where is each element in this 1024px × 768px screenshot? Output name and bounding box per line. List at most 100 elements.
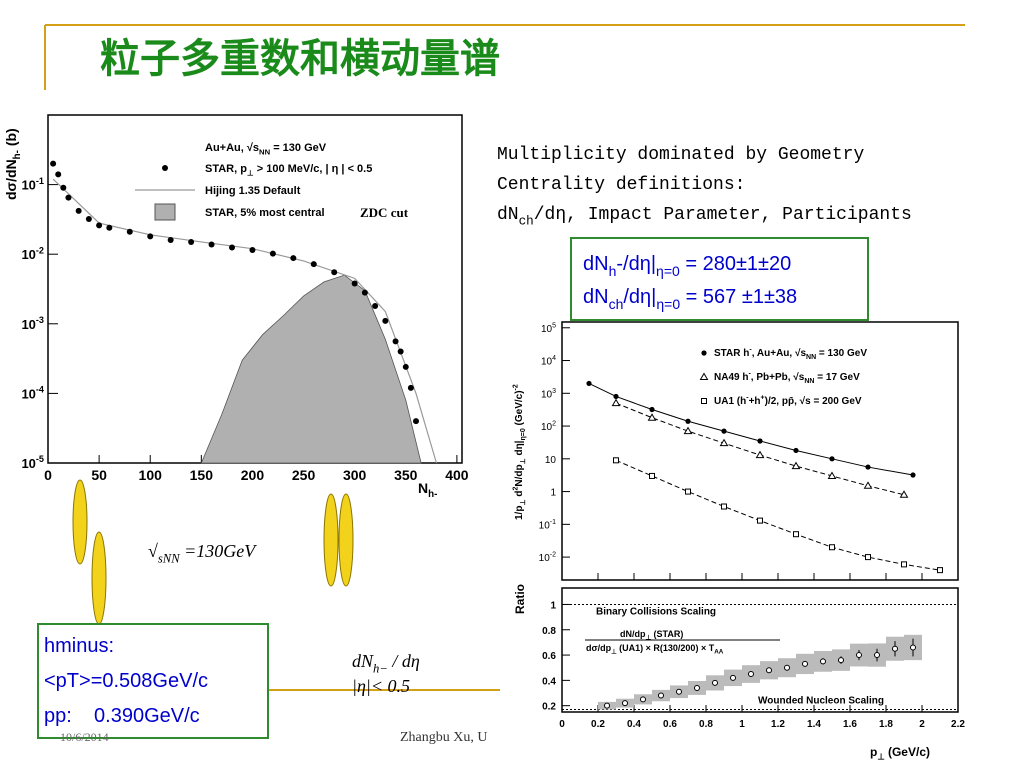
- data-point: [719, 438, 729, 447]
- data-point: [65, 194, 72, 201]
- data-point: [407, 384, 414, 391]
- mean-pt-line: pp: 0.390GeV/c: [44, 705, 200, 727]
- data-point: [791, 461, 801, 470]
- results-box: [570, 237, 869, 321]
- data-point: [865, 464, 871, 470]
- tick-exp: -1: [36, 176, 44, 186]
- tick-label: 0: [559, 719, 565, 730]
- energy-formula: √sNN =130GeV: [148, 541, 257, 565]
- data-point: [755, 450, 765, 459]
- tick-label: 100: [139, 467, 163, 483]
- text-part: d: [514, 491, 525, 500]
- data-point: [649, 472, 655, 479]
- data-point: [397, 348, 404, 355]
- text-part: (UA1) × R(130/200) × T: [617, 643, 715, 653]
- data-point: [899, 490, 909, 498]
- text-part: NA49 h: [714, 372, 748, 383]
- y-axis-label: 1/p⊥ d2N/dp⊥ dη|η=0 (GeV/c)-2: [513, 384, 528, 520]
- text-part: dσ/dN: [3, 159, 19, 200]
- text-part: η=0: [520, 428, 527, 440]
- data-point: [229, 244, 235, 251]
- data-point: [757, 438, 763, 444]
- slide-title: 粒子多重数和横动量谱: [100, 36, 500, 82]
- text-part: -: [748, 371, 751, 378]
- tick-label: 300: [343, 467, 367, 483]
- data-point: [829, 544, 835, 551]
- text-part: / dη: [388, 651, 420, 671]
- tick-label: 1: [739, 719, 745, 730]
- text-part: UA1 (h: [714, 396, 746, 407]
- data-point: [310, 261, 317, 268]
- text-part: 1/p: [514, 506, 525, 520]
- legend-label: Hijing 1.35 Default: [205, 185, 301, 197]
- ratio-numerator: dN/dp⊥ (STAR): [620, 629, 683, 642]
- text-part: = 280±1±20: [680, 253, 791, 275]
- tick-label: 1.4: [807, 719, 821, 730]
- tick-base: 10: [539, 520, 551, 531]
- acceptance-formula: |η|< 0.5: [352, 676, 410, 696]
- data-point: [96, 222, 103, 229]
- tick-label: 250: [292, 467, 316, 483]
- tick-label: 200: [241, 467, 265, 483]
- tick-base: 10: [541, 389, 553, 400]
- tick-label: 104: [541, 355, 556, 368]
- marker-ellipse: [338, 493, 354, 587]
- tick-label: 10-1: [539, 519, 556, 532]
- annotation: ZDC cut: [360, 205, 409, 220]
- text-part: (GeV/c): [885, 745, 930, 759]
- data-point: [658, 692, 664, 699]
- text-part: (STAR): [651, 629, 683, 639]
- text-part: , Pb+Pb, √s: [751, 372, 805, 383]
- reference-label: Binary Collisions Scaling: [596, 606, 716, 617]
- data-point: [640, 696, 646, 703]
- tick-label: 0.2: [591, 719, 605, 730]
- data-point: [613, 457, 619, 464]
- data-point: [892, 645, 898, 652]
- data-point: [748, 671, 754, 678]
- note-line: dNch/dη, Impact Parameter, Participants: [497, 205, 912, 228]
- text-part: (b): [3, 128, 19, 150]
- tick-label: 0.4: [627, 719, 641, 730]
- legend-header: Au+Au, √sNN = 130 GeV: [205, 142, 327, 156]
- tick-label: 1: [550, 488, 556, 499]
- marker-ellipse: [91, 531, 107, 625]
- text-part: h−: [373, 661, 388, 675]
- data-point: [50, 160, 57, 167]
- text-part: η=0: [656, 296, 680, 312]
- tick-label: 10-2: [539, 552, 556, 565]
- tick-exp: 5: [552, 322, 556, 329]
- data-point: [730, 674, 736, 681]
- text-part: = 130 GeV: [816, 348, 867, 359]
- data-point: [766, 667, 772, 674]
- footer-date: 10/6/2014: [60, 730, 109, 744]
- text-part: 2: [513, 487, 520, 491]
- tick-exp: -1: [550, 519, 556, 526]
- text-part: dN: [583, 253, 609, 275]
- legend-label: STAR, 5% most central: [205, 207, 325, 219]
- tick-label: 50: [91, 467, 107, 483]
- tick-exp: 2: [552, 421, 556, 428]
- tick-base: 10: [21, 178, 35, 193]
- tick-exp: 3: [552, 388, 556, 395]
- tick-exp: -5: [36, 454, 44, 464]
- tick-base: 10: [541, 422, 553, 433]
- data-point: [784, 664, 790, 671]
- data-point: [413, 418, 419, 425]
- data-point: [649, 406, 655, 413]
- data-point: [372, 303, 379, 310]
- mean-pt-line: <pT>=0.508GeV/c: [44, 670, 208, 692]
- text-part: -/dη|: [616, 253, 656, 275]
- tick-label: 102: [541, 421, 556, 434]
- data-point: [937, 567, 943, 574]
- text-part: p: [870, 745, 877, 759]
- mean-pt-box: [37, 623, 269, 739]
- note-line: Multiplicity dominated by Geometry: [497, 145, 864, 165]
- tick-label: 0.8: [699, 719, 713, 730]
- legend-label: NA49 h-, Pb+Pb, √sNN = 17 GeV: [714, 371, 860, 386]
- tick-label: 150: [190, 467, 214, 483]
- data-point: [106, 224, 113, 231]
- text-part: > 100 MeV/c, | η | < 0.5: [254, 163, 373, 175]
- tick-label: 1.2: [771, 719, 785, 730]
